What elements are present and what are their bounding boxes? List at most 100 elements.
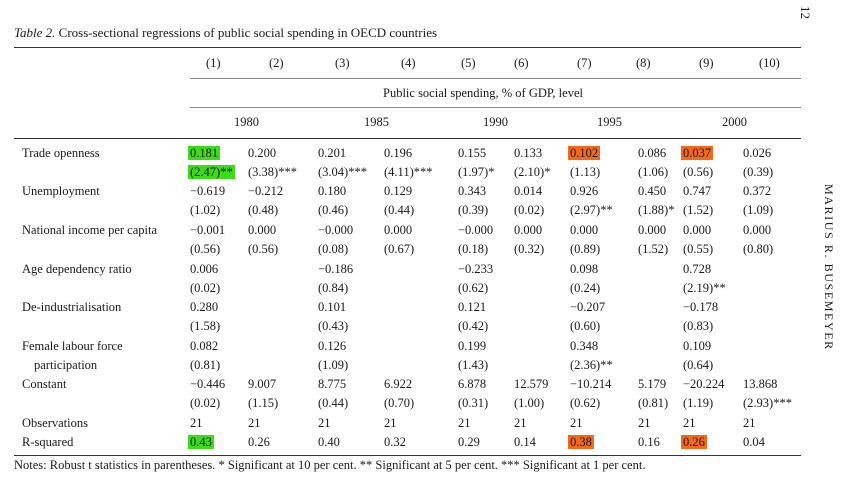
coefficient-cell: 13.868 bbox=[743, 377, 778, 391]
rsquared-cell: 0.38 bbox=[568, 434, 594, 450]
t-statistic-cell: (0.80) bbox=[743, 242, 774, 256]
dependent-variable-header: Public social spending, % of GDP, level bbox=[383, 86, 583, 100]
coefficient-cell: 9.007 bbox=[248, 377, 277, 391]
observations-cell: 21 bbox=[743, 416, 756, 430]
t-statistic-cell: (0.89) bbox=[570, 242, 601, 256]
column-number: (7) bbox=[577, 56, 592, 70]
t-statistic-cell: (1.00) bbox=[514, 396, 545, 410]
row-label: Constant bbox=[22, 377, 67, 391]
observations-cell: 21 bbox=[683, 416, 696, 430]
observations-cell: 21 bbox=[318, 416, 331, 430]
observations-cell: 21 bbox=[514, 416, 527, 430]
t-statistic-cell: (0.02) bbox=[514, 203, 545, 217]
coefficient-cell: 8.775 bbox=[318, 377, 347, 391]
t-statistic-cell: (3.04)*** bbox=[318, 165, 367, 179]
coefficient-cell: 5.179 bbox=[638, 377, 667, 391]
dependent-top-rule bbox=[190, 78, 801, 79]
t-statistic-cell: (2.36)** bbox=[570, 358, 613, 372]
coefficient-cell: 0.000 bbox=[743, 223, 772, 237]
t-statistic-cell: (0.02) bbox=[190, 281, 221, 295]
table-notes: Notes: Robust t statistics in parenthese… bbox=[14, 458, 646, 472]
coefficient-cell: −0.178 bbox=[683, 300, 719, 314]
dependent-bottom-rule bbox=[190, 107, 801, 108]
table-label: Table 2. bbox=[14, 25, 56, 40]
t-statistic-cell: (0.32) bbox=[514, 242, 545, 256]
coefficient-cell: −0.446 bbox=[190, 377, 226, 391]
t-statistic-cell: (0.56) bbox=[683, 165, 714, 179]
t-statistic-cell: (0.02) bbox=[190, 396, 221, 410]
highlight-mark: 0.43 bbox=[188, 435, 214, 449]
coefficient-cell: −0.000 bbox=[318, 223, 354, 237]
coefficient-cell: 0.000 bbox=[514, 223, 543, 237]
t-statistic-cell: (0.39) bbox=[743, 165, 774, 179]
running-head: MARIUS R. BUSEMEYER bbox=[822, 184, 836, 351]
rsquared-cell: 0.26 bbox=[681, 434, 707, 450]
coefficient-cell: −0.233 bbox=[458, 262, 494, 276]
coefficient-cell: 0.000 bbox=[248, 223, 277, 237]
column-number: (5) bbox=[461, 56, 476, 70]
table-caption: Table 2. Cross-sectional regressions of … bbox=[14, 25, 437, 41]
t-statistic-cell: (0.64) bbox=[683, 358, 714, 372]
coefficient-cell: 0.200 bbox=[248, 146, 277, 160]
t-statistic-cell: (1.97)* bbox=[458, 165, 495, 179]
t-statistic-cell: (2.97)** bbox=[570, 203, 613, 217]
coefficient-cell: −0.001 bbox=[190, 223, 226, 237]
coefficient-cell: 0.728 bbox=[683, 262, 712, 276]
t-statistic-cell: (0.42) bbox=[458, 319, 489, 333]
t-statistic-cell: (2.93)*** bbox=[743, 396, 792, 410]
coefficient-cell: 0.109 bbox=[683, 339, 712, 353]
coefficient-cell: 0.037 bbox=[681, 145, 714, 161]
t-statistic-cell: (0.60) bbox=[570, 319, 601, 333]
coefficient-cell: −0.212 bbox=[248, 184, 284, 198]
coefficient-cell: −20.224 bbox=[683, 377, 725, 391]
coefficient-cell: 0.348 bbox=[570, 339, 599, 353]
coefficient-cell: 0.180 bbox=[318, 184, 347, 198]
t-statistic-cell: (0.39) bbox=[458, 203, 489, 217]
highlight-mark: 0.181 bbox=[188, 146, 221, 160]
observations-cell: 21 bbox=[248, 416, 261, 430]
row-label: Age dependency ratio bbox=[22, 262, 132, 276]
coefficient-cell: 0.129 bbox=[384, 184, 413, 198]
coefficient-cell: 0.372 bbox=[743, 184, 772, 198]
rsquared-cell: 0.14 bbox=[514, 435, 536, 449]
highlight-mark: 0.26 bbox=[681, 435, 707, 449]
observations-cell: 21 bbox=[190, 416, 203, 430]
t-statistic-cell: (0.83) bbox=[683, 319, 714, 333]
t-statistic-cell: (0.43) bbox=[318, 319, 349, 333]
t-statistic-cell: (0.62) bbox=[458, 281, 489, 295]
t-statistic-cell: (0.46) bbox=[318, 203, 349, 217]
t-statistic-cell: (0.44) bbox=[384, 203, 415, 217]
coefficient-cell: 0.181 bbox=[188, 145, 221, 161]
coefficient-cell: 0.000 bbox=[384, 223, 413, 237]
row-label: R-squared bbox=[22, 435, 74, 449]
year-header: 1980 bbox=[234, 115, 259, 129]
t-statistic-cell: (0.84) bbox=[318, 281, 349, 295]
bottom-rule bbox=[14, 455, 801, 456]
row-label: Unemployment bbox=[22, 184, 100, 198]
row-label: Trade openness bbox=[22, 146, 100, 160]
t-statistic-cell: (4.11)*** bbox=[384, 165, 433, 179]
rsquared-cell: 0.43 bbox=[188, 434, 214, 450]
t-statistic-cell: (1.52) bbox=[683, 203, 714, 217]
coefficient-cell: 0.000 bbox=[570, 223, 599, 237]
coefficient-cell: 0.098 bbox=[570, 262, 599, 276]
t-statistic-cell: (0.18) bbox=[458, 242, 489, 256]
coefficient-cell: 0.343 bbox=[458, 184, 487, 198]
coefficient-cell: −10.214 bbox=[570, 377, 612, 391]
t-statistic-cell: (2.47)** bbox=[188, 164, 235, 180]
highlight-mark: 0.102 bbox=[568, 146, 601, 160]
coefficient-cell: 0.121 bbox=[458, 300, 487, 314]
column-number: (9) bbox=[699, 56, 714, 70]
t-statistic-cell: (1.58) bbox=[190, 319, 221, 333]
coefficient-cell: 0.133 bbox=[514, 146, 543, 160]
year-header: 1990 bbox=[483, 115, 508, 129]
header-bottom-rule bbox=[14, 138, 801, 139]
row-label: National income per capita bbox=[22, 223, 158, 237]
rsquared-cell: 0.16 bbox=[638, 435, 660, 449]
row-label: De-industrialisation bbox=[22, 300, 122, 314]
observations-cell: 21 bbox=[570, 416, 583, 430]
t-statistic-cell: (1.52) bbox=[638, 242, 669, 256]
t-statistic-cell: (1.09) bbox=[743, 203, 774, 217]
t-statistic-cell: (1.19) bbox=[683, 396, 714, 410]
t-statistic-cell: (0.31) bbox=[458, 396, 489, 410]
